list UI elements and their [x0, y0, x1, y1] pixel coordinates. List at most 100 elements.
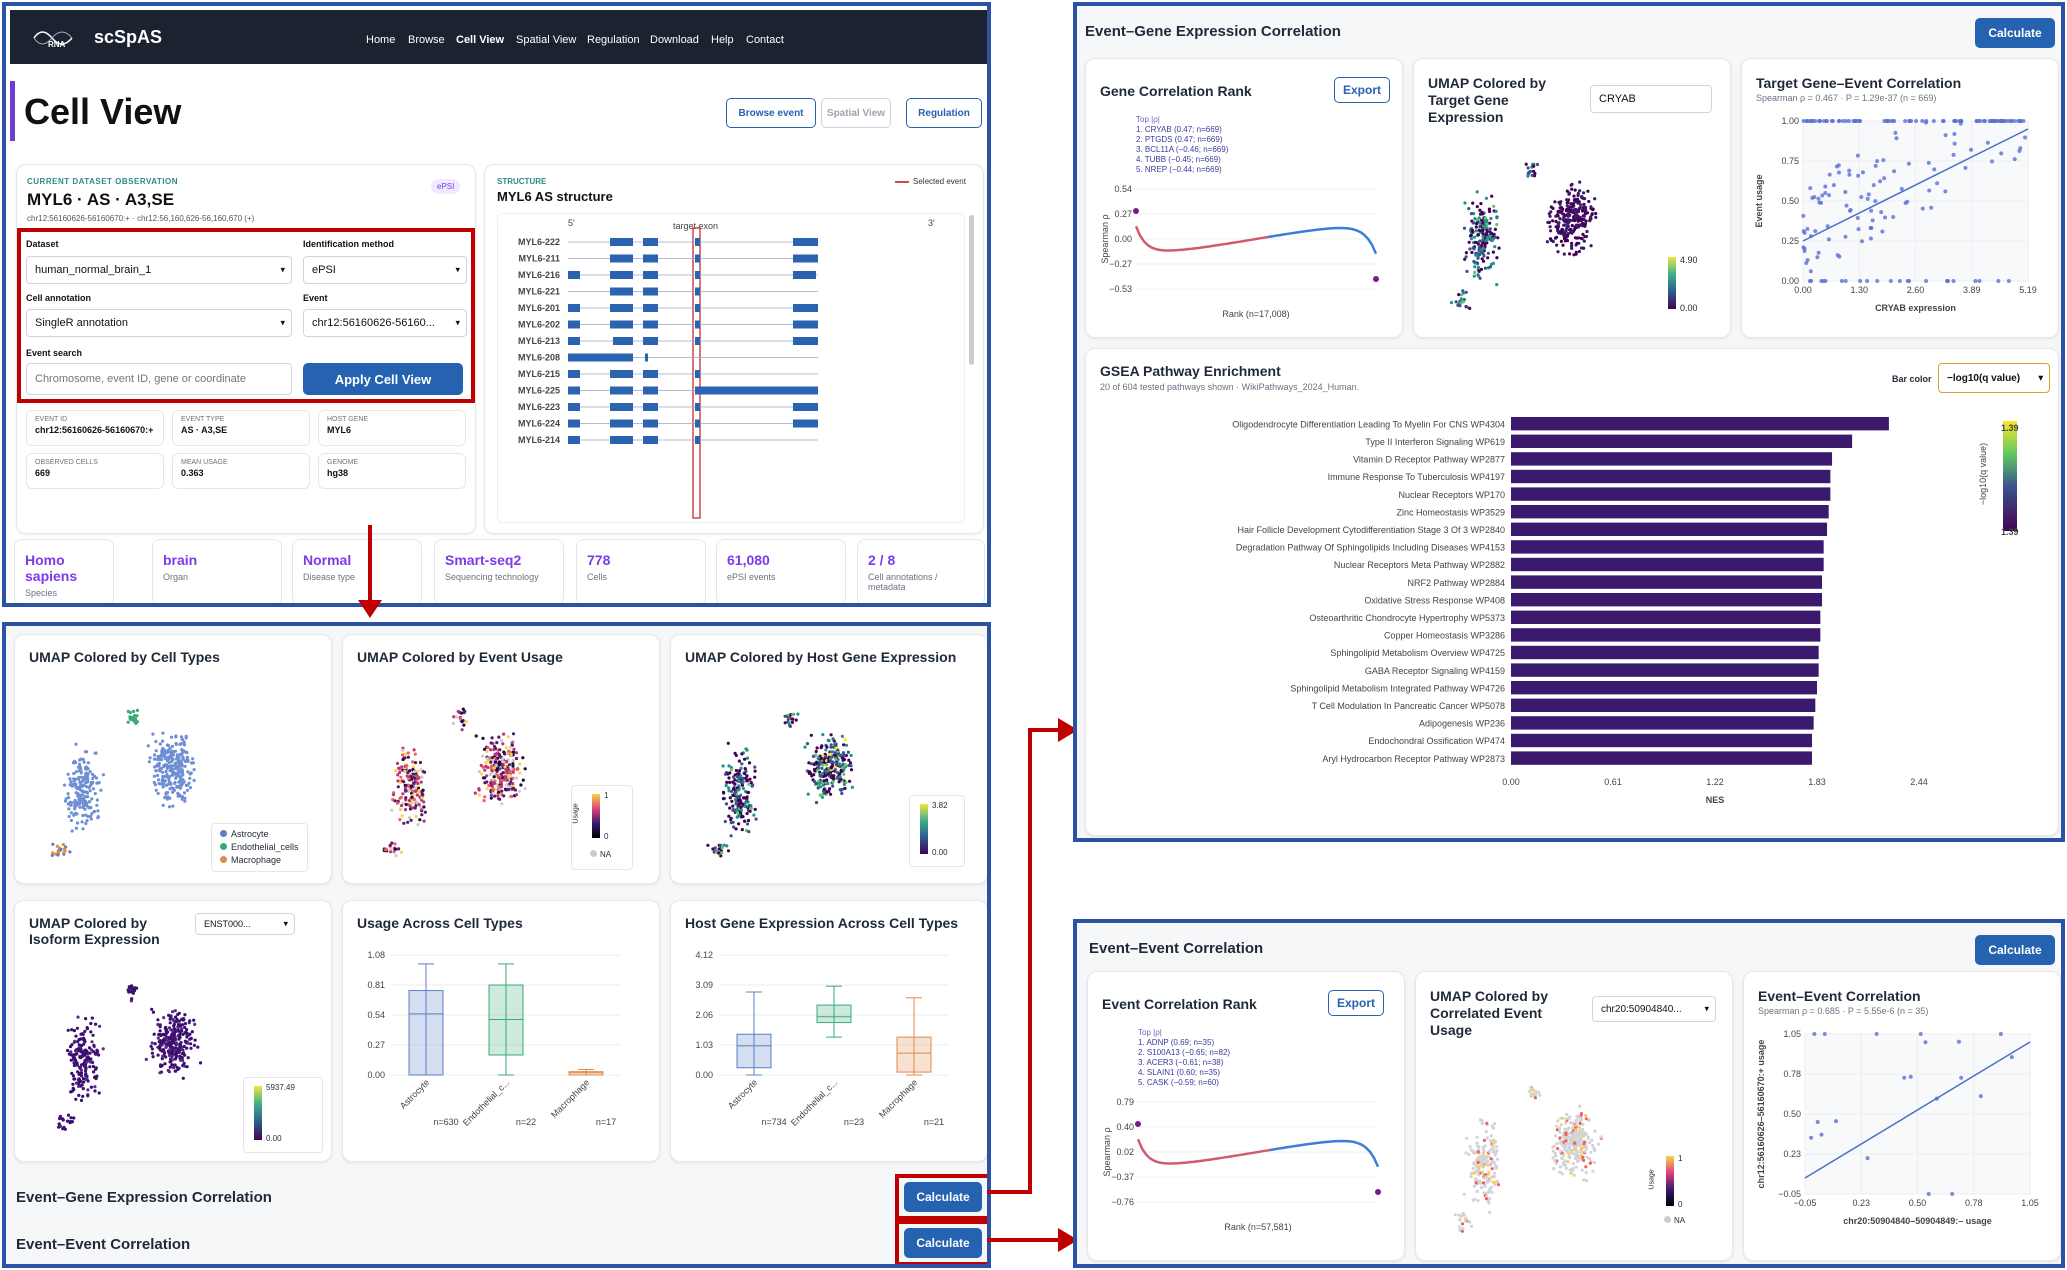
- event-search-input[interactable]: [26, 363, 292, 395]
- nav-regulation[interactable]: Regulation: [587, 34, 640, 46]
- eec-calculate-button[interactable]: Calculate: [904, 1228, 982, 1258]
- colorbar-max: 1.39: [2001, 423, 2019, 433]
- umap-point: [502, 750, 506, 754]
- nav-cell-view[interactable]: Cell View: [456, 34, 505, 46]
- umap-point: [92, 1043, 96, 1047]
- gene-rank-export-button[interactable]: Export: [1334, 77, 1390, 103]
- umap-point: [167, 779, 171, 784]
- isoform-select[interactable]: ENST000... ▾: [195, 913, 295, 935]
- umap-point: [421, 769, 425, 774]
- annotation-select[interactable]: SingleR annotation ▾: [26, 309, 292, 337]
- y-tick-label: 0.23: [1783, 1149, 1801, 1159]
- umap-point: [414, 786, 418, 790]
- umap-point: [1471, 201, 1475, 205]
- umap-point: [1526, 174, 1530, 178]
- regulation-button[interactable]: Regulation: [906, 98, 982, 128]
- nav-browse[interactable]: Browse: [408, 34, 445, 46]
- stat-technology: Smart-seq2 Sequencing technology: [434, 539, 564, 603]
- method-select[interactable]: ePSI ▾: [303, 256, 467, 284]
- umap-point: [807, 770, 811, 774]
- umap-point: [404, 802, 408, 807]
- umap-point: [78, 1055, 82, 1059]
- nav-spatial-view[interactable]: Spatial View: [516, 34, 577, 46]
- umap-point: [412, 770, 417, 774]
- egc-calculate-button[interactable]: Calculate: [904, 1182, 982, 1212]
- exon-block: [695, 271, 700, 279]
- umap-point: [77, 1082, 81, 1086]
- umap-point: [1594, 215, 1598, 219]
- nav-download[interactable]: Download: [650, 34, 699, 46]
- host-box-card: Host Gene Expression Across Cell Types 4…: [670, 900, 987, 1162]
- umap-point: [786, 713, 790, 717]
- y-tick-label: −0.37: [1111, 1172, 1134, 1182]
- umap-point: [406, 751, 410, 755]
- page-title-accent: [10, 81, 15, 141]
- structure-scrollbar[interactable]: [969, 215, 974, 365]
- regression-line: [1802, 128, 2029, 242]
- target-gene-input[interactable]: CRYAB: [1590, 85, 1712, 113]
- search-label: Event search: [26, 348, 83, 358]
- umap-point: [1582, 239, 1586, 243]
- umap-point: [508, 770, 512, 774]
- event-select[interactable]: chr12:56160626-56160... ▾: [303, 309, 467, 337]
- umap-point: [841, 758, 845, 762]
- umap-point: [169, 735, 174, 739]
- exon-block: [610, 419, 633, 428]
- umap-point: [734, 768, 738, 773]
- egc-panel-calculate-button[interactable]: Calculate: [1975, 18, 2055, 48]
- nav-home[interactable]: Home: [366, 34, 396, 46]
- umap-point: [1490, 1161, 1494, 1165]
- umap-point: [189, 1042, 193, 1046]
- umap-point: [1585, 211, 1590, 215]
- umap-point: [717, 851, 721, 855]
- info-key: OBSERVED CELLS: [35, 459, 98, 466]
- colorbar-gradient: [920, 804, 928, 854]
- umap-point: [171, 770, 175, 774]
- umap-point: [162, 1016, 166, 1020]
- eec-panel-calculate-button[interactable]: Calculate: [1975, 935, 2055, 965]
- umap-point: [71, 1056, 75, 1060]
- umap-point: [191, 757, 195, 761]
- scatter-point: [1801, 119, 1806, 123]
- umap-point: [1561, 243, 1565, 247]
- umap-point: [1559, 1116, 1563, 1120]
- dataset-select[interactable]: human_normal_brain_1 ▾: [26, 256, 292, 284]
- umap-point: [73, 1039, 77, 1043]
- event-rank-export-button[interactable]: Export: [1328, 990, 1384, 1016]
- spatial-view-button[interactable]: Spatial View: [821, 98, 891, 128]
- umap-point: [163, 752, 167, 757]
- scatter-point: [1959, 119, 1964, 123]
- pathway-label: Vitamin D Receptor Pathway WP2877: [1353, 455, 1505, 465]
- umap-point: [181, 1032, 185, 1036]
- colorbar-label: Usage: [1648, 1169, 1656, 1190]
- umap-point: [462, 710, 466, 715]
- brand-name[interactable]: scSpAS: [94, 27, 163, 47]
- n-label: n=22: [516, 1117, 536, 1127]
- nav-contact[interactable]: Contact: [746, 34, 784, 46]
- umap-point: [1461, 1211, 1465, 1215]
- umap-point: [502, 794, 506, 798]
- umap-point: [745, 822, 750, 826]
- exon-block: [613, 337, 633, 345]
- browse-event-button[interactable]: Browse event: [726, 98, 816, 128]
- exon-block: [643, 337, 658, 345]
- n-label: n=21: [924, 1117, 944, 1127]
- umap-point: [826, 769, 830, 773]
- umap-point: [833, 741, 837, 745]
- umap-point: [157, 782, 161, 786]
- x-tick-label: 3.89: [1963, 285, 1981, 295]
- nav-help[interactable]: Help: [711, 34, 734, 46]
- umap-point: [422, 805, 426, 809]
- apply-cell-view-button[interactable]: Apply Cell View: [303, 363, 463, 395]
- umap-point: [1552, 1167, 1556, 1171]
- bar-color-select[interactable]: −log10(q value) ▾: [1938, 363, 2050, 393]
- umap-point: [79, 767, 83, 771]
- umap-point: [1477, 269, 1481, 273]
- target-gene-value: CRYAB: [1599, 93, 1636, 105]
- scatter-point: [1943, 133, 1948, 138]
- umap-point: [175, 754, 179, 758]
- correlated-event-select[interactable]: chr20:50904840... ▾: [1592, 996, 1716, 1022]
- umap-point: [79, 1071, 84, 1075]
- umap-point: [188, 1037, 192, 1041]
- umap-point: [1481, 241, 1485, 245]
